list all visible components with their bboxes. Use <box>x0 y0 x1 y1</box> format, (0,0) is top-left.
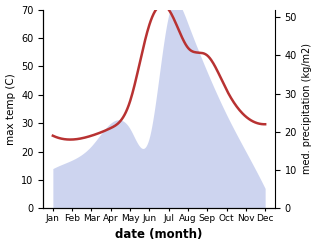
X-axis label: date (month): date (month) <box>115 228 203 242</box>
Y-axis label: max temp (C): max temp (C) <box>5 73 16 145</box>
Y-axis label: med. precipitation (kg/m2): med. precipitation (kg/m2) <box>302 43 313 174</box>
